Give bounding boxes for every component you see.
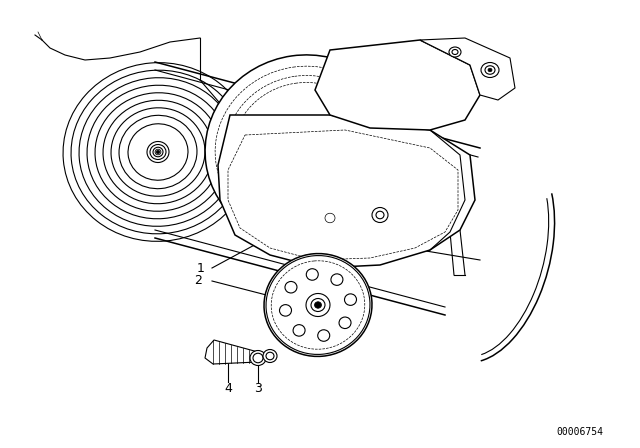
Polygon shape bbox=[218, 115, 475, 268]
Ellipse shape bbox=[264, 254, 372, 357]
Ellipse shape bbox=[266, 352, 274, 360]
Ellipse shape bbox=[314, 302, 321, 308]
Ellipse shape bbox=[280, 305, 291, 316]
Ellipse shape bbox=[307, 269, 318, 280]
Ellipse shape bbox=[331, 274, 343, 285]
Ellipse shape bbox=[488, 68, 492, 72]
Ellipse shape bbox=[376, 211, 384, 219]
Ellipse shape bbox=[157, 151, 159, 153]
Polygon shape bbox=[205, 340, 258, 364]
Ellipse shape bbox=[372, 207, 388, 223]
Ellipse shape bbox=[452, 49, 458, 55]
Ellipse shape bbox=[344, 294, 356, 306]
Ellipse shape bbox=[325, 213, 335, 223]
Ellipse shape bbox=[339, 317, 351, 328]
Ellipse shape bbox=[485, 66, 495, 74]
Text: 1: 1 bbox=[197, 262, 205, 275]
Ellipse shape bbox=[317, 330, 330, 341]
Polygon shape bbox=[315, 40, 480, 130]
Ellipse shape bbox=[250, 350, 266, 366]
Ellipse shape bbox=[153, 147, 163, 157]
Ellipse shape bbox=[293, 325, 305, 336]
Ellipse shape bbox=[449, 47, 461, 57]
Ellipse shape bbox=[155, 149, 161, 155]
Ellipse shape bbox=[481, 63, 499, 78]
Ellipse shape bbox=[253, 353, 263, 363]
Ellipse shape bbox=[205, 55, 405, 245]
Text: 4: 4 bbox=[224, 382, 232, 395]
Ellipse shape bbox=[285, 281, 297, 293]
Text: 2: 2 bbox=[194, 275, 202, 288]
Ellipse shape bbox=[306, 293, 330, 316]
Ellipse shape bbox=[263, 349, 277, 362]
Ellipse shape bbox=[150, 145, 166, 159]
Text: 00006754: 00006754 bbox=[557, 427, 604, 437]
Polygon shape bbox=[420, 38, 515, 100]
Text: 3: 3 bbox=[254, 382, 262, 395]
Ellipse shape bbox=[311, 298, 325, 311]
Ellipse shape bbox=[147, 142, 169, 163]
